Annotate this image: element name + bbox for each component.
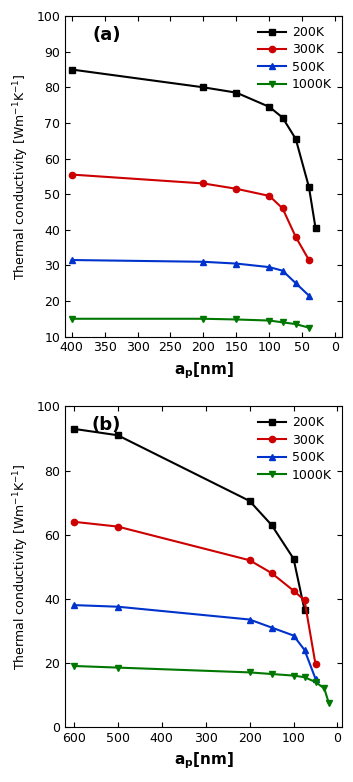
500K — [303, 645, 307, 655]
500K — [70, 255, 74, 264]
500K — [269, 622, 274, 632]
1000K — [247, 668, 252, 677]
1000K — [292, 671, 296, 680]
500K — [247, 615, 252, 624]
200K — [294, 135, 298, 144]
300K — [303, 596, 307, 605]
500K — [72, 601, 76, 610]
300K — [234, 184, 239, 193]
500K — [267, 263, 271, 272]
200K — [72, 424, 76, 433]
300K — [269, 569, 274, 578]
Line: 200K: 200K — [71, 425, 308, 613]
Line: 200K: 200K — [68, 66, 319, 231]
500K — [313, 674, 318, 683]
500K — [280, 266, 285, 275]
300K — [280, 203, 285, 213]
200K — [116, 431, 120, 440]
300K — [294, 232, 298, 242]
200K — [234, 88, 239, 97]
Text: (a): (a) — [92, 26, 121, 44]
300K — [70, 170, 74, 179]
200K — [70, 65, 74, 74]
1000K — [294, 319, 298, 328]
1000K — [313, 677, 318, 687]
1000K — [70, 314, 74, 324]
1000K — [322, 683, 327, 693]
Line: 300K: 300K — [71, 518, 319, 668]
Text: (b): (b) — [92, 416, 121, 434]
200K — [303, 605, 307, 615]
1000K — [201, 314, 205, 324]
200K — [267, 102, 271, 112]
200K — [313, 224, 318, 233]
500K — [292, 631, 296, 640]
1000K — [72, 662, 76, 671]
Legend: 200K, 300K, 500K, 1000K: 200K, 300K, 500K, 1000K — [255, 413, 336, 486]
1000K — [234, 315, 239, 325]
1000K — [280, 317, 285, 327]
Y-axis label: Thermal conductivity [Wm$^{-1}$K$^{-1}$]: Thermal conductivity [Wm$^{-1}$K$^{-1}$] — [11, 464, 31, 670]
300K — [292, 586, 296, 595]
500K — [234, 259, 239, 268]
Line: 1000K: 1000K — [70, 662, 332, 706]
Line: 300K: 300K — [68, 171, 312, 263]
500K — [294, 278, 298, 288]
300K — [247, 555, 252, 565]
X-axis label: $\mathbf{a_p}$[nm]: $\mathbf{a_p}$[nm] — [174, 750, 233, 771]
300K — [201, 179, 205, 188]
200K — [292, 554, 296, 563]
500K — [307, 291, 311, 300]
Legend: 200K, 300K, 500K, 1000K: 200K, 300K, 500K, 1000K — [255, 23, 336, 95]
1000K — [303, 673, 307, 682]
Line: 500K: 500K — [68, 256, 312, 299]
500K — [201, 257, 205, 267]
Line: 1000K: 1000K — [68, 315, 312, 331]
300K — [307, 255, 311, 264]
500K — [116, 602, 120, 612]
200K — [201, 83, 205, 92]
1000K — [116, 663, 120, 673]
200K — [269, 520, 274, 529]
Y-axis label: Thermal conductivity [Wm$^{-1}$K$^{-1}$]: Thermal conductivity [Wm$^{-1}$K$^{-1}$] — [11, 73, 31, 280]
X-axis label: $\mathbf{a_p}$[nm]: $\mathbf{a_p}$[nm] — [174, 360, 233, 381]
1000K — [267, 316, 271, 325]
200K — [247, 497, 252, 506]
200K — [280, 113, 285, 122]
300K — [72, 517, 76, 526]
1000K — [269, 669, 274, 679]
300K — [267, 192, 271, 201]
300K — [116, 522, 120, 531]
Line: 500K: 500K — [70, 601, 319, 682]
1000K — [307, 323, 311, 332]
1000K — [327, 698, 331, 708]
300K — [313, 660, 318, 669]
200K — [307, 182, 311, 192]
